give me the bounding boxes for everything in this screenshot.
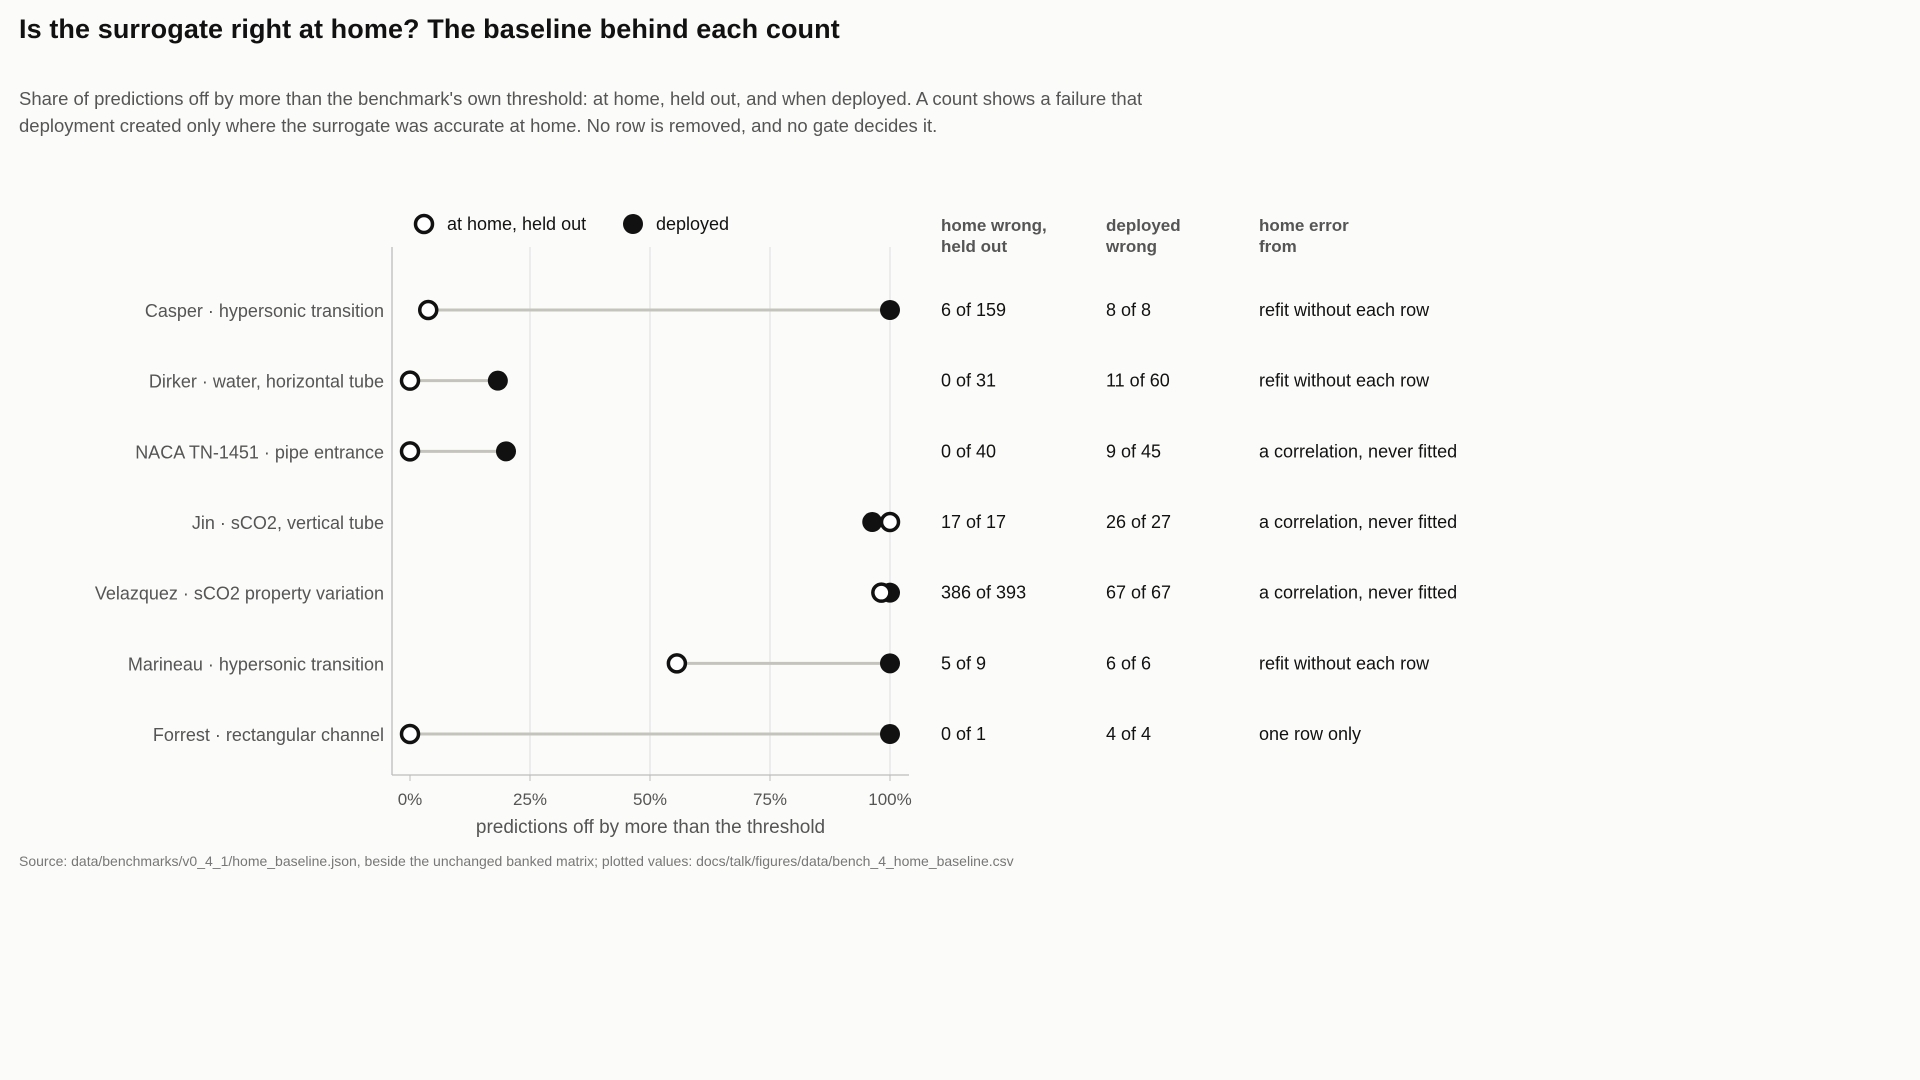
row-label: Casper · hypersonic transition [145,301,384,321]
legend-label: deployed [656,214,729,234]
x-tick-label: 0% [398,790,423,809]
home-point [399,370,421,391]
table-header: home wrong, [941,216,1047,235]
table-header: from [1259,237,1297,256]
home-point [879,511,901,533]
row-label: Marineau · hypersonic transition [128,654,384,674]
error-source-cell: refit without each row [1259,371,1430,391]
dumbbell-chart: 0% 25% 50% 75% 100% predictions off by more t… [95,213,1457,838]
error-source-cell: one row only [1259,724,1361,744]
deployed-count-cell: 26 of 27 [1106,512,1171,532]
home-count-cell: 386 of 393 [941,583,1026,603]
error-source-cell: refit without each row [1259,653,1430,673]
error-source-cell: a correlation, never fitted [1259,583,1457,603]
deployed-point [880,653,900,674]
markers [399,299,901,745]
deployed-point [880,724,900,745]
home-point [399,723,421,745]
error-source-cell: a correlation, never fitted [1259,441,1457,461]
x-tick-label: 25% [513,790,547,809]
home-count-cell: 17 of 17 [941,512,1006,532]
chart-subtitle: Share of predictions off by more than th… [19,88,1143,136]
row-labels: Casper · hypersonic transition Dirker · w… [95,301,384,745]
legend-label: at home, held out [447,214,586,234]
home-count-cell: 6 of 159 [941,300,1006,320]
row-label: Forrest · rectangular channel [153,725,384,745]
deployed-count-cell: 67 of 67 [1106,583,1171,603]
gridlines [529,247,891,775]
table-header: home error [1259,216,1349,235]
row-label: NACA TN-1451 · pipe entrance [135,442,384,462]
source-note: Source: data/benchmarks/v0_4_1/home_base… [19,853,1014,869]
home-point [399,441,421,462]
home-count-cell: 0 of 31 [941,371,996,391]
error-source-cell: refit without each row [1259,300,1430,320]
count-table: 6 of 159 8 of 8 refit without each row 0 of… [941,216,1457,744]
table-header: held out [941,237,1007,256]
x-tick-label: 50% [633,790,667,809]
legend: at home, held out deployed [413,213,729,235]
deployed-count-cell: 11 of 60 [1106,371,1170,391]
home-point [666,653,688,674]
x-tick-label: 100% [868,790,911,809]
deployed-count-cell: 8 of 8 [1106,300,1151,320]
deployed-count-cell: 6 of 6 [1106,653,1151,673]
deployed-count-cell: 4 of 4 [1106,724,1151,744]
x-axis-title: predictions off by more than the thresho… [476,817,825,838]
chart-title: Is the surrogate right at home? The base… [19,14,840,44]
home-count-cell: 0 of 1 [941,724,986,744]
deployed-point [880,300,900,320]
deployed-point [496,441,516,462]
connectors [410,308,890,736]
home-count-cell: 5 of 9 [941,653,986,673]
table-header: wrong [1105,237,1157,256]
deployed-point [862,512,883,533]
home-point [871,582,892,603]
table-header: deployed [1106,216,1181,235]
deployed-count-cell: 9 of 45 [1106,441,1161,461]
row-label: Jin · sCO2, vertical tube [192,513,384,533]
axes: 0% 25% 50% 75% 100% predictions off by more t… [391,247,912,838]
deployed-point [487,370,508,391]
legend-marker-home [413,213,435,235]
legend-marker-deployed [623,214,643,234]
error-source-cell: a correlation, never fitted [1259,512,1457,532]
home-point [417,299,439,321]
x-tick-label: 75% [753,790,787,809]
home-count-cell: 0 of 40 [941,441,996,461]
row-label: Dirker · water, horizontal tube [149,372,384,392]
row-label: Velazquez · sCO2 property variation [95,584,384,604]
